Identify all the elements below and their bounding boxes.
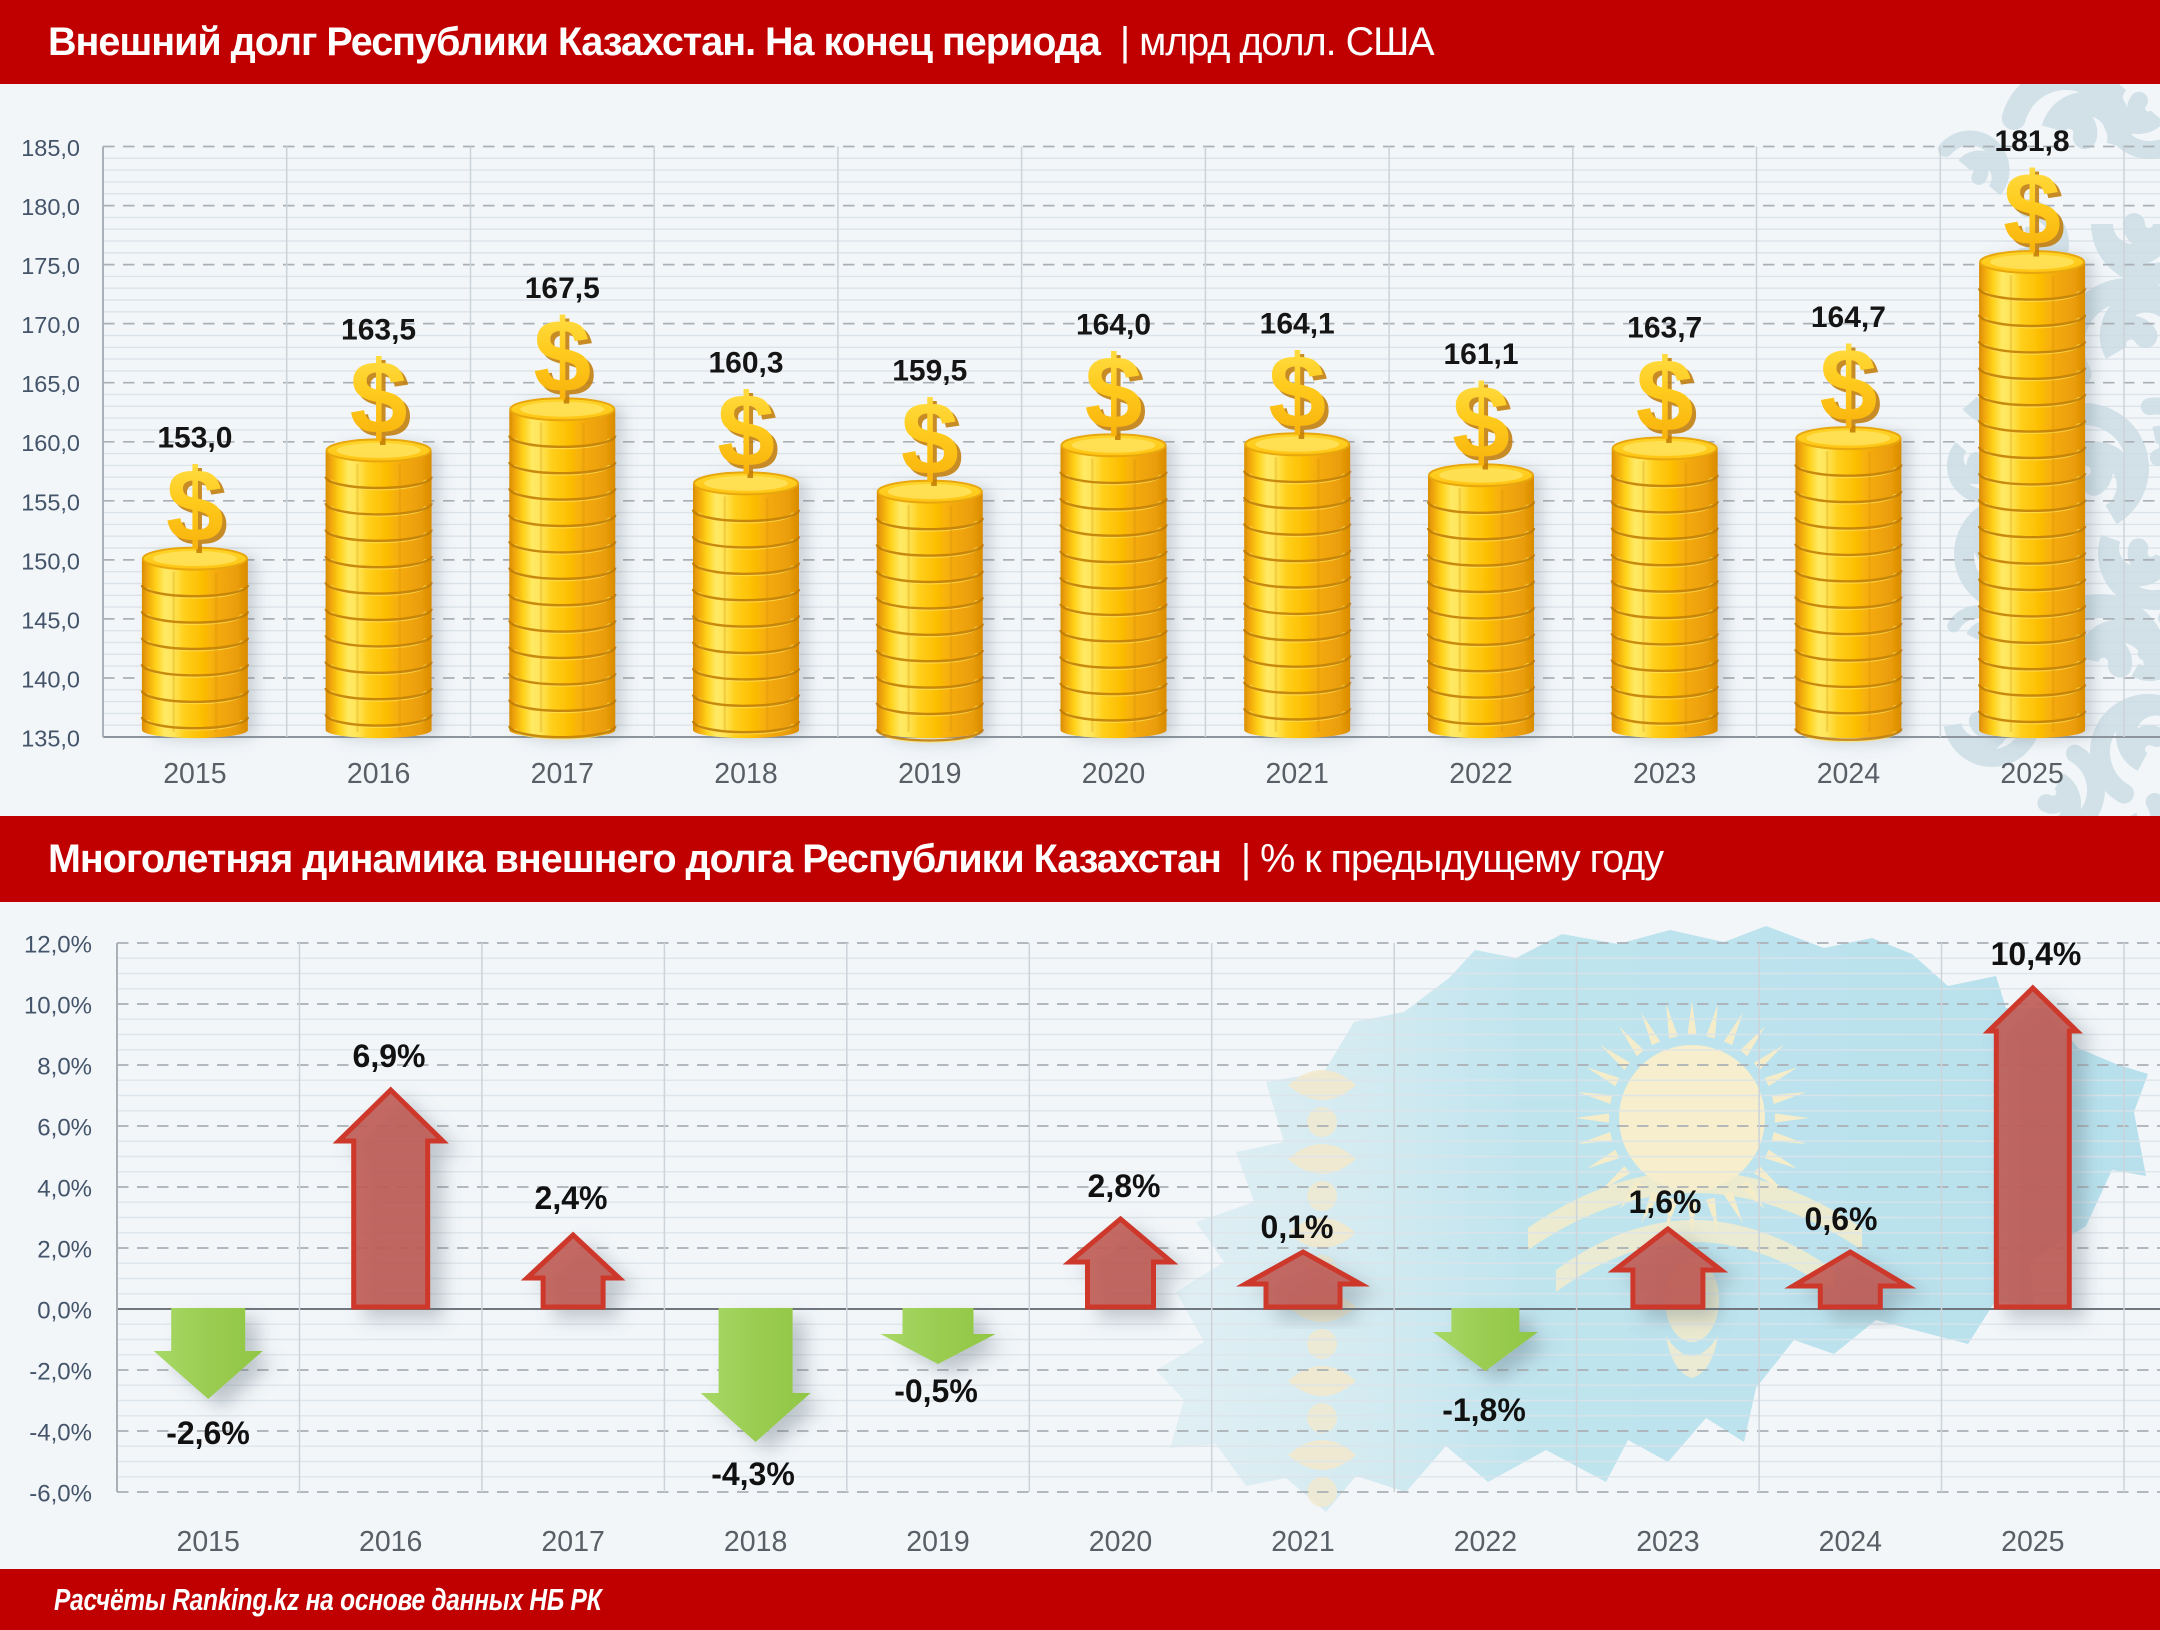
- svg-text:164,7: 164,7: [1811, 301, 1886, 334]
- svg-text:$: $: [717, 373, 775, 489]
- svg-text:2022: 2022: [1454, 1526, 1517, 1558]
- svg-text:185,0: 185,0: [21, 135, 80, 161]
- svg-text:$: $: [166, 449, 224, 565]
- svg-text:$: $: [901, 382, 959, 498]
- svg-text:$: $: [354, 344, 412, 460]
- svg-text:$: $: [2003, 152, 2061, 268]
- svg-text:2019: 2019: [898, 758, 961, 790]
- svg-text:$: $: [1456, 369, 1514, 485]
- svg-text:0,6%: 0,6%: [1805, 1201, 1878, 1237]
- svg-text:161,1: 161,1: [1443, 338, 1518, 371]
- svg-text:6,0%: 6,0%: [37, 1115, 92, 1142]
- svg-text:2,4%: 2,4%: [535, 1180, 608, 1216]
- svg-text:2,8%: 2,8%: [1088, 1168, 1161, 1204]
- svg-text:164,1: 164,1: [1260, 307, 1335, 340]
- svg-text:165,0: 165,0: [21, 371, 80, 397]
- svg-text:2018: 2018: [714, 758, 777, 790]
- svg-text:163,5: 163,5: [341, 313, 416, 346]
- svg-text:145,0: 145,0: [21, 607, 80, 633]
- svg-text:$: $: [1640, 342, 1698, 458]
- svg-text:$: $: [1636, 338, 1694, 454]
- svg-text:155,0: 155,0: [21, 489, 80, 515]
- svg-text:0,1%: 0,1%: [1261, 1209, 1334, 1245]
- svg-text:175,0: 175,0: [21, 253, 80, 279]
- svg-text:2020: 2020: [1082, 758, 1145, 790]
- svg-text:$: $: [170, 453, 228, 569]
- svg-text:135,0: 135,0: [21, 726, 80, 752]
- svg-text:2024: 2024: [1817, 758, 1881, 790]
- svg-text:164,0: 164,0: [1076, 308, 1151, 341]
- svg-text:2017: 2017: [541, 1526, 604, 1558]
- svg-text:$: $: [1085, 335, 1143, 451]
- svg-text:2023: 2023: [1636, 1526, 1699, 1558]
- svg-text:2,0%: 2,0%: [37, 1237, 92, 1264]
- svg-text:-2,6%: -2,6%: [166, 1415, 250, 1451]
- svg-text:2021: 2021: [1271, 1526, 1334, 1558]
- svg-text:-6,0%: -6,0%: [29, 1481, 92, 1508]
- svg-text:-1,8%: -1,8%: [1442, 1392, 1526, 1428]
- svg-text:2018: 2018: [724, 1526, 787, 1558]
- svg-text:2025: 2025: [2000, 758, 2063, 790]
- svg-text:4,0%: 4,0%: [37, 1176, 92, 1203]
- svg-text:12,0%: 12,0%: [24, 932, 92, 959]
- svg-text:167,5: 167,5: [525, 272, 600, 305]
- svg-text:$: $: [1823, 332, 1881, 448]
- svg-text:-0,5%: -0,5%: [894, 1373, 978, 1409]
- svg-text:2015: 2015: [163, 758, 226, 790]
- svg-text:170,0: 170,0: [21, 312, 80, 338]
- svg-text:2017: 2017: [531, 758, 594, 790]
- svg-text:181,8: 181,8: [1995, 125, 2070, 158]
- svg-text:2015: 2015: [176, 1526, 239, 1558]
- svg-text:$: $: [537, 303, 595, 419]
- svg-text:$: $: [350, 340, 408, 456]
- svg-text:$: $: [1819, 328, 1877, 444]
- svg-text:$: $: [533, 299, 591, 415]
- svg-text:2025: 2025: [2001, 1526, 2064, 1558]
- svg-text:180,0: 180,0: [21, 194, 80, 220]
- svg-text:$: $: [1272, 338, 1330, 454]
- svg-text:10,0%: 10,0%: [24, 993, 92, 1020]
- svg-text:-4,0%: -4,0%: [29, 1420, 92, 1447]
- svg-text:150,0: 150,0: [21, 548, 80, 574]
- svg-text:2020: 2020: [1089, 1526, 1152, 1558]
- svg-text:-4,3%: -4,3%: [711, 1456, 795, 1492]
- svg-text:$: $: [2007, 156, 2065, 272]
- svg-text:163,7: 163,7: [1627, 311, 1702, 344]
- svg-text:6,9%: 6,9%: [353, 1038, 426, 1074]
- svg-text:1,6%: 1,6%: [1629, 1184, 1702, 1220]
- svg-text:159,5: 159,5: [892, 355, 967, 388]
- svg-text:2016: 2016: [359, 1526, 422, 1558]
- svg-text:8,0%: 8,0%: [37, 1054, 92, 1081]
- svg-text:2022: 2022: [1449, 758, 1512, 790]
- svg-text:2016: 2016: [347, 758, 410, 790]
- svg-text:2021: 2021: [1265, 758, 1328, 790]
- svg-text:2023: 2023: [1633, 758, 1696, 790]
- svg-text:2019: 2019: [906, 1526, 969, 1558]
- svg-text:$: $: [721, 377, 779, 493]
- svg-text:10,4%: 10,4%: [1991, 936, 2082, 972]
- svg-text:140,0: 140,0: [21, 667, 80, 693]
- svg-text:$: $: [905, 386, 963, 502]
- svg-text:$: $: [1089, 339, 1147, 455]
- svg-text:$: $: [1452, 365, 1510, 481]
- svg-text:0,0%: 0,0%: [37, 1298, 92, 1325]
- svg-text:-2,0%: -2,0%: [29, 1359, 92, 1386]
- svg-text:160,3: 160,3: [708, 346, 783, 379]
- svg-text:$: $: [1268, 334, 1326, 450]
- svg-text:2024: 2024: [1819, 1526, 1883, 1558]
- svg-text:160,0: 160,0: [21, 430, 80, 456]
- svg-text:153,0: 153,0: [157, 422, 232, 455]
